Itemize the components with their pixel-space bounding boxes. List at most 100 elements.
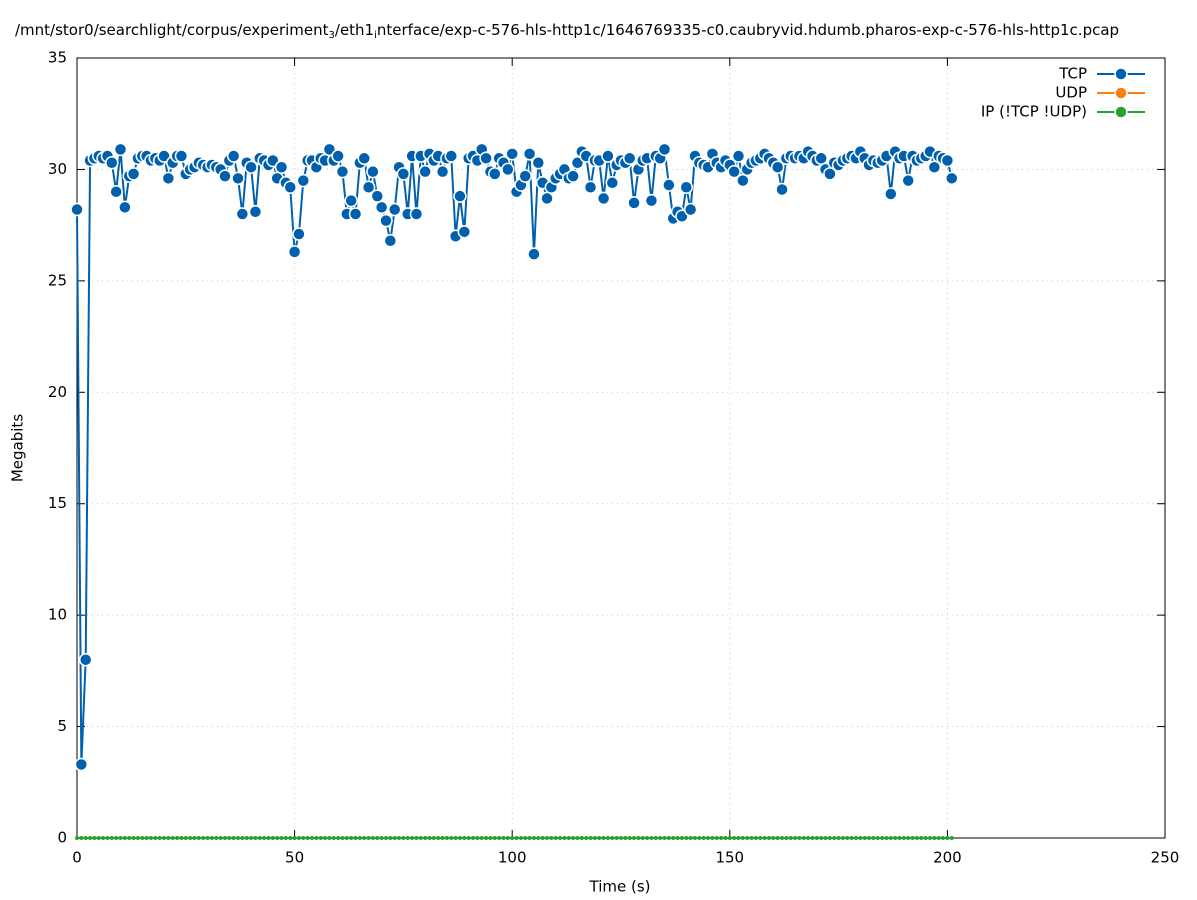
data-point bbox=[331, 836, 336, 840]
data-point bbox=[361, 180, 376, 195]
data-point bbox=[314, 836, 319, 840]
data-point bbox=[453, 836, 458, 840]
data-point bbox=[766, 836, 771, 840]
data-point bbox=[144, 836, 149, 840]
data-point bbox=[318, 836, 323, 840]
data-point bbox=[583, 180, 598, 195]
data-point bbox=[632, 836, 637, 840]
data-point bbox=[945, 171, 959, 186]
data-point bbox=[540, 191, 554, 206]
data-point bbox=[510, 836, 515, 840]
data-point bbox=[253, 836, 258, 840]
data-point bbox=[161, 171, 176, 186]
data-point bbox=[880, 836, 885, 840]
data-point bbox=[514, 836, 519, 840]
data-point bbox=[374, 200, 389, 215]
data-point bbox=[79, 836, 84, 840]
data-point bbox=[788, 836, 793, 840]
data-point bbox=[183, 836, 188, 840]
data-point bbox=[692, 836, 697, 840]
data-point bbox=[227, 836, 232, 840]
data-point bbox=[305, 836, 310, 840]
data-point bbox=[348, 207, 363, 221]
legend-marker bbox=[1114, 105, 1128, 119]
data-point bbox=[88, 836, 93, 840]
data-point bbox=[644, 193, 659, 208]
data-point bbox=[148, 836, 153, 840]
data-point bbox=[323, 836, 328, 840]
data-point bbox=[488, 836, 493, 840]
data-point bbox=[248, 205, 263, 219]
data-point bbox=[310, 836, 315, 840]
data-point bbox=[423, 836, 428, 840]
data-point bbox=[671, 836, 676, 840]
data-point bbox=[188, 836, 193, 840]
data-point bbox=[662, 178, 676, 192]
data-point bbox=[488, 167, 502, 181]
data-point bbox=[640, 836, 645, 840]
data-point bbox=[679, 836, 684, 840]
data-point bbox=[192, 836, 197, 840]
data-point bbox=[218, 836, 223, 840]
data-point bbox=[131, 836, 136, 840]
data-point bbox=[201, 836, 206, 840]
data-point bbox=[166, 836, 171, 840]
data-point bbox=[553, 836, 558, 840]
data-point bbox=[836, 836, 841, 840]
data-point bbox=[527, 247, 541, 261]
title-subscript: 3 bbox=[329, 30, 335, 41]
data-point bbox=[457, 225, 472, 239]
data-point bbox=[501, 836, 506, 840]
data-point bbox=[531, 836, 536, 840]
data-point bbox=[101, 836, 106, 840]
data-point bbox=[170, 836, 175, 840]
data-point bbox=[122, 836, 127, 840]
data-point bbox=[279, 836, 284, 840]
data-point bbox=[840, 836, 845, 840]
y-tick-label: 15 bbox=[48, 494, 67, 512]
data-point bbox=[497, 836, 502, 840]
data-point bbox=[379, 836, 384, 840]
data-point bbox=[901, 173, 915, 188]
data-point bbox=[932, 836, 937, 840]
data-point bbox=[771, 836, 776, 840]
x-tick-label: 200 bbox=[933, 849, 962, 867]
data-point bbox=[862, 836, 867, 840]
data-point bbox=[588, 836, 593, 840]
data-point bbox=[335, 164, 350, 179]
data-point bbox=[205, 836, 210, 840]
data-point bbox=[283, 836, 288, 840]
title-part: nterface/exp-c-576-hls-http1c/1646769335… bbox=[377, 21, 1119, 39]
legend-marker bbox=[1114, 86, 1128, 100]
data-point bbox=[710, 836, 715, 840]
legend-label: IP (!TCP !UDP) bbox=[981, 103, 1087, 121]
data-point bbox=[292, 227, 306, 241]
data-point bbox=[884, 836, 889, 840]
data-point bbox=[431, 836, 436, 840]
data-point bbox=[357, 151, 371, 166]
x-tick-label: 250 bbox=[1151, 849, 1180, 867]
data-point bbox=[231, 171, 245, 186]
data-point bbox=[940, 153, 955, 168]
data-point bbox=[610, 836, 615, 840]
data-point bbox=[418, 164, 432, 179]
data-point bbox=[275, 836, 280, 840]
data-point bbox=[157, 149, 171, 163]
data-point bbox=[479, 151, 493, 166]
data-point bbox=[74, 757, 89, 772]
data-point bbox=[240, 836, 245, 840]
data-point bbox=[627, 836, 632, 840]
data-point bbox=[353, 836, 358, 840]
data-point bbox=[736, 173, 750, 188]
data-point bbox=[749, 836, 754, 840]
data-point bbox=[662, 836, 667, 840]
x-tick-label: 0 bbox=[72, 849, 82, 867]
data-point bbox=[727, 836, 732, 840]
y-tick-label: 35 bbox=[48, 49, 67, 67]
data-point bbox=[296, 836, 301, 840]
data-point bbox=[596, 191, 611, 206]
data-point bbox=[222, 836, 227, 840]
y-tick-label: 0 bbox=[57, 829, 67, 847]
data-point bbox=[349, 836, 354, 840]
